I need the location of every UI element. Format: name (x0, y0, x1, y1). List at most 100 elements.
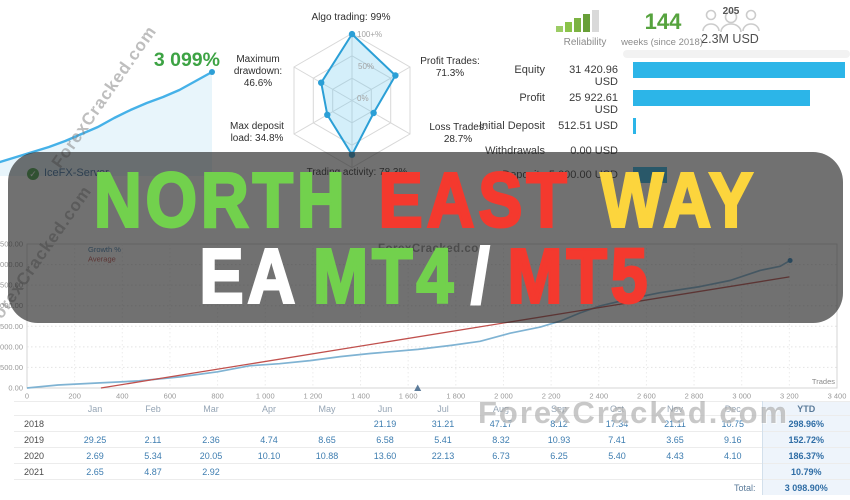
x-tick-label: 2 600 (637, 392, 656, 401)
month-return-cell: 21.11 (664, 418, 686, 429)
radar-spoke (351, 66, 411, 101)
x-tick-label: 1 800 (446, 392, 465, 401)
empty-cell (588, 480, 646, 496)
month-return-cell: 47.17 (489, 418, 513, 429)
banner-word: / (470, 232, 494, 319)
watermark-bottom: ForexCracked.com (478, 395, 790, 430)
month-return-cell: 10.75 (721, 418, 745, 429)
month-return-cell: 8.32 (492, 434, 510, 445)
banner-word: MT5 (506, 232, 652, 319)
empty-cell (646, 480, 704, 496)
radar-ring-label-100: 100+% (357, 30, 383, 39)
reliability-bar (556, 26, 563, 32)
empty-cell (66, 480, 124, 496)
table-total-row: Total: 3 098.90% (14, 479, 850, 496)
sparkline-area (0, 72, 212, 176)
month-return-cell: 6.73 (492, 450, 510, 461)
stat-label: Equity (514, 64, 545, 76)
month-return-cell: 29.25 (83, 434, 107, 445)
month-return-cell: 2.11 (144, 434, 162, 445)
empty-cell (14, 480, 66, 496)
year-column-header (14, 402, 66, 416)
month-return-cell (124, 416, 182, 432)
month-column-header: Dec (724, 403, 741, 414)
month-return-cell (66, 416, 124, 432)
month-return-cell (530, 464, 588, 480)
month-return-cell (240, 416, 298, 432)
y-tick-label: 1 500.00 (0, 322, 23, 331)
month-return-cell: 2.65 (86, 466, 104, 477)
x-tick-label: 1 600 (399, 392, 418, 401)
month-column-header: Mar (203, 403, 219, 414)
banner-title-line2: EA MT4/MT5 (198, 232, 652, 319)
month-return-cell (704, 464, 762, 480)
table-row: 2018 21.19 31.21 47.17 8.12 17.34 21.11 10.75 29… (14, 415, 850, 432)
x-tick-label: 3 400 (828, 392, 847, 401)
month-return-cell: 4.10 (723, 450, 742, 461)
radar-point (370, 109, 377, 117)
radar-label-max-drawdown: Maximum drawdown: 46.6% (233, 54, 283, 89)
funds-label: 2.3M USD (701, 32, 759, 46)
month-return-cell: 7.41 (608, 434, 626, 445)
banner-word: NORTH (93, 156, 349, 243)
empty-cell (124, 480, 182, 496)
month-return-cell: 20.05 (199, 450, 223, 461)
month-return-cell (588, 464, 646, 480)
ytd-cell: 298.96% (761, 415, 850, 432)
ytd-cell: 10.79% (761, 463, 850, 480)
month-column-header: Aug (492, 403, 509, 414)
ytd-cell: 152.72% (761, 431, 850, 448)
deposit-marker-icon (414, 384, 422, 391)
weeks-count: 144 (644, 9, 682, 34)
x-tick-label: 2 400 (589, 392, 608, 401)
x-tick-label: 3 000 (732, 392, 751, 401)
month-return-cell: 13.60 (373, 450, 397, 461)
radar-label-max-deposit-load: Max deposit load: 34.8% (230, 121, 284, 144)
total-value: 3 098.90% (761, 479, 850, 495)
month-column-header: Jan (87, 403, 103, 414)
month-return-cell: 2.92 (202, 466, 220, 477)
reliability-label: Reliability (563, 37, 607, 48)
stat-bar (633, 62, 845, 78)
radar-point (348, 30, 356, 38)
stat-label: Initial Deposit (478, 120, 545, 132)
x-tick-label: 2 000 (494, 392, 513, 401)
empty-cell (240, 480, 298, 496)
x-tick-label: 2 800 (685, 392, 704, 401)
x-tick-label: 200 (68, 392, 81, 401)
sparkline-line (0, 70, 214, 164)
x-tick-label: 800 (211, 392, 224, 401)
x-tick-label: 2 200 (542, 392, 561, 401)
month-column-header: Jun (377, 403, 393, 414)
month-return-cell (298, 464, 356, 480)
y-tick-label: 500.00 (0, 363, 23, 372)
month-return-cell: 10.93 (547, 434, 571, 445)
empty-cell (298, 480, 356, 496)
month-return-cell: 5.34 (144, 450, 162, 461)
month-return-cell (414, 464, 472, 480)
x-tick-label: 3 200 (780, 392, 799, 401)
month-return-cell: 17.34 (605, 418, 629, 429)
x-axis-title: Trades (812, 377, 835, 386)
reliability-bar (583, 14, 590, 32)
x-tick-label: 600 (164, 392, 177, 401)
y-tick-label: 1 000.00 (0, 342, 23, 351)
year-cell: 2021 (24, 466, 45, 477)
stat-bar (633, 118, 636, 134)
month-return-cell (298, 416, 356, 432)
stat-value: 512.51 USD (558, 120, 618, 132)
month-column-header: Nov (666, 403, 683, 414)
month-return-cell: 5.40 (608, 450, 626, 461)
empty-cell (530, 480, 588, 496)
month-return-cell (240, 464, 298, 480)
stat-bar (633, 90, 810, 106)
month-return-cell: 6.25 (550, 450, 568, 461)
month-return-cell: 31.21 (431, 418, 455, 429)
monthly-returns-table: Jan Feb Mar Apr May Jun Jul Aug Sep Oct Nov Dec YTD 2… (14, 401, 850, 495)
month-return-cell: 10.10 (257, 450, 281, 461)
month-return-cell: 5.41 (434, 434, 452, 445)
radar-point (392, 72, 399, 79)
radar-ring-label-0: 0% (357, 94, 369, 103)
investors-people-icon: 205 (702, 6, 760, 33)
radar-spoke (351, 100, 411, 135)
